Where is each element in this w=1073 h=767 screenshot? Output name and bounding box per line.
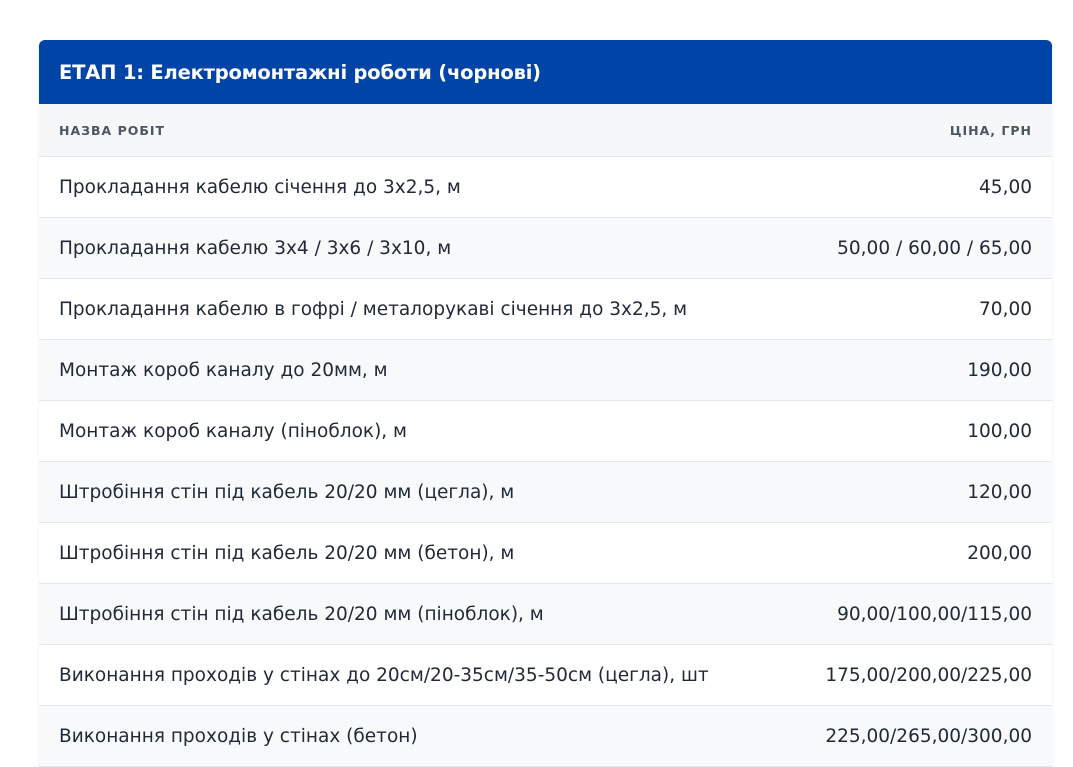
work-price: 45,00: [979, 176, 1032, 198]
table-row: Штробіння стін під кабель 20/20 мм (цегл…: [39, 462, 1052, 523]
table-row: Прокладання кабелю 3х4 / 3х6 / 3х10, м 50…: [39, 218, 1052, 279]
table-row: Штробіння стін під кабель 20/20 мм (піно…: [39, 584, 1052, 645]
work-name: Прокладання кабелю в гофрі / металорукав…: [59, 298, 688, 320]
work-price: 225,00/265,00/300,00: [825, 725, 1032, 747]
work-price: 190,00: [967, 359, 1032, 381]
work-name: Виконання проходів у стінах до 20см/20-3…: [59, 664, 709, 686]
work-name: Монтаж короб каналу (піноблок), м: [59, 420, 408, 442]
column-header-name: НАЗВА РОБІТ: [59, 122, 166, 138]
work-name: Виконання проходів у стінах (бетон): [59, 725, 418, 747]
work-price: 50,00 / 60,00 / 65,00: [837, 237, 1032, 259]
column-header-price: ЦІНА, ГРН: [949, 122, 1032, 138]
table-header: НАЗВА РОБІТ ЦІНА, ГРН: [39, 104, 1052, 157]
work-name: Прокладання кабелю січення до 3х2,5, м: [59, 176, 461, 198]
table-row: Монтаж короб каналу (піноблок), м 100,00: [39, 401, 1052, 462]
work-price: 90,00/100,00/115,00: [837, 603, 1032, 625]
work-price: 100,00: [967, 420, 1032, 442]
work-name: Штробіння стін під кабель 20/20 мм (цегл…: [59, 481, 515, 503]
work-name: Штробіння стін під кабель 20/20 мм (піно…: [59, 603, 544, 625]
section-title: ЕТАП 1: Електромонтажні роботи (чорнові): [39, 40, 1052, 104]
work-price: 200,00: [967, 542, 1032, 564]
table-row: Штробіння стін під кабель 20/20 мм (бето…: [39, 523, 1052, 584]
work-name: Штробіння стін під кабель 20/20 мм (бето…: [59, 542, 515, 564]
table-row: Монтаж короб каналу до 20мм, м 190,00: [39, 340, 1052, 401]
table-body: Прокладання кабелю січення до 3х2,5, м 45…: [39, 157, 1052, 767]
table-row: Прокладання кабелю в гофрі / металорукав…: [39, 279, 1052, 340]
table-row: Виконання проходів у стінах до 20см/20-3…: [39, 645, 1052, 706]
table-row: Виконання проходів у стінах (бетон) 225,0…: [39, 706, 1052, 767]
table-row: Прокладання кабелю січення до 3х2,5, м 45…: [39, 157, 1052, 218]
work-price: 70,00: [979, 298, 1032, 320]
work-name: Прокладання кабелю 3х4 / 3х6 / 3х10, м: [59, 237, 452, 259]
work-name: Монтаж короб каналу до 20мм, м: [59, 359, 388, 381]
work-price: 120,00: [967, 481, 1032, 503]
price-table-card: ЕТАП 1: Електромонтажні роботи (чорнові)…: [39, 40, 1052, 767]
work-price: 175,00/200,00/225,00: [825, 664, 1032, 686]
